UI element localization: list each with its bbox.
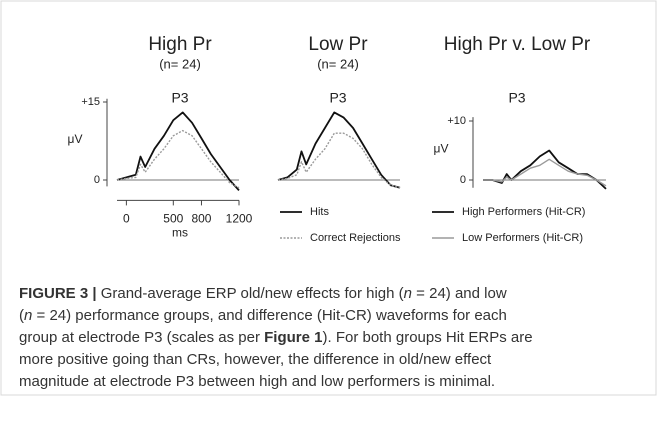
waveform [277,111,401,189]
y-tick-label: 0 [460,174,466,186]
caption-line: group at electrode P3 (scales as per Fig… [19,329,533,346]
caption-text: n [24,307,32,324]
waveform [116,111,240,192]
caption-text: = 24) and low [412,285,507,302]
legend-label: Low Performers (Hit-CR) [462,232,583,244]
y-tick-label: 0 [94,174,100,186]
panel-subtitle: (n= 24) [159,56,201,71]
waveform [483,149,607,190]
panel: High Pr(n= 24) P3 0 +15 μV 0 500 800 1200 ms [68,34,253,240]
caption-line: FIGURE 3 | Grand-average ERP old/new eff… [19,285,507,302]
panel-subtitle: (n= 24) [317,56,359,71]
caption-text: ). For both groups Hit ERPs are [323,329,533,346]
frame [0,0,657,396]
electrode-label: P3 [508,90,525,106]
waveform [116,129,240,189]
caption-text: = 24) performance groups, and difference… [32,307,507,324]
panel: High Pr v. Low Pr P3 0 +10 μV High Performers… [432,34,607,244]
caption-line: more positive going than CRs, however, t… [19,351,492,368]
legend-label: Hits [310,206,329,218]
electrode-label: P3 [171,90,188,106]
caption: FIGURE 3 | Grand-average ERP old/new eff… [19,285,533,390]
caption-line: magnitude at electrode P3 between high a… [19,373,495,390]
caption-text: n [404,285,412,302]
caption-text: magnitude at electrode P3 between high a… [19,373,495,390]
y-tick-label: +15 [81,96,100,108]
x-tick-label: 800 [191,212,211,226]
caption-label: FIGURE 3 | [19,285,97,302]
legend-label: Correct Rejections [310,232,401,244]
panel-title: High Pr [148,34,212,55]
y-tick-label: +10 [447,115,466,127]
caption-text: Grand-average ERP old/new effects for hi… [97,285,404,302]
panel-title: Low Pr [308,34,368,55]
legend-label: High Performers (Hit-CR) [462,206,585,218]
caption-line: (n = 24) performance groups, and differe… [19,307,507,324]
panel: Low Pr(n= 24) P3 Hits Correct Rejections [277,34,401,244]
caption-text: group at electrode P3 (scales as per [19,329,264,346]
x-tick-label: 1200 [226,212,253,226]
y-axis-label: μV [434,142,449,156]
x-tick-label: 0 [123,212,130,226]
x-axis-label: ms [172,226,188,240]
waveform [483,158,607,187]
x-tick-label: 500 [163,212,183,226]
y-axis-label: μV [68,132,83,146]
caption-text: ( [19,307,24,324]
caption-ref: Figure 1 [264,329,322,346]
caption-text: more positive going than CRs, however, t… [19,351,492,368]
electrode-label: P3 [329,90,346,106]
panel-title: High Pr v. Low Pr [444,34,591,55]
